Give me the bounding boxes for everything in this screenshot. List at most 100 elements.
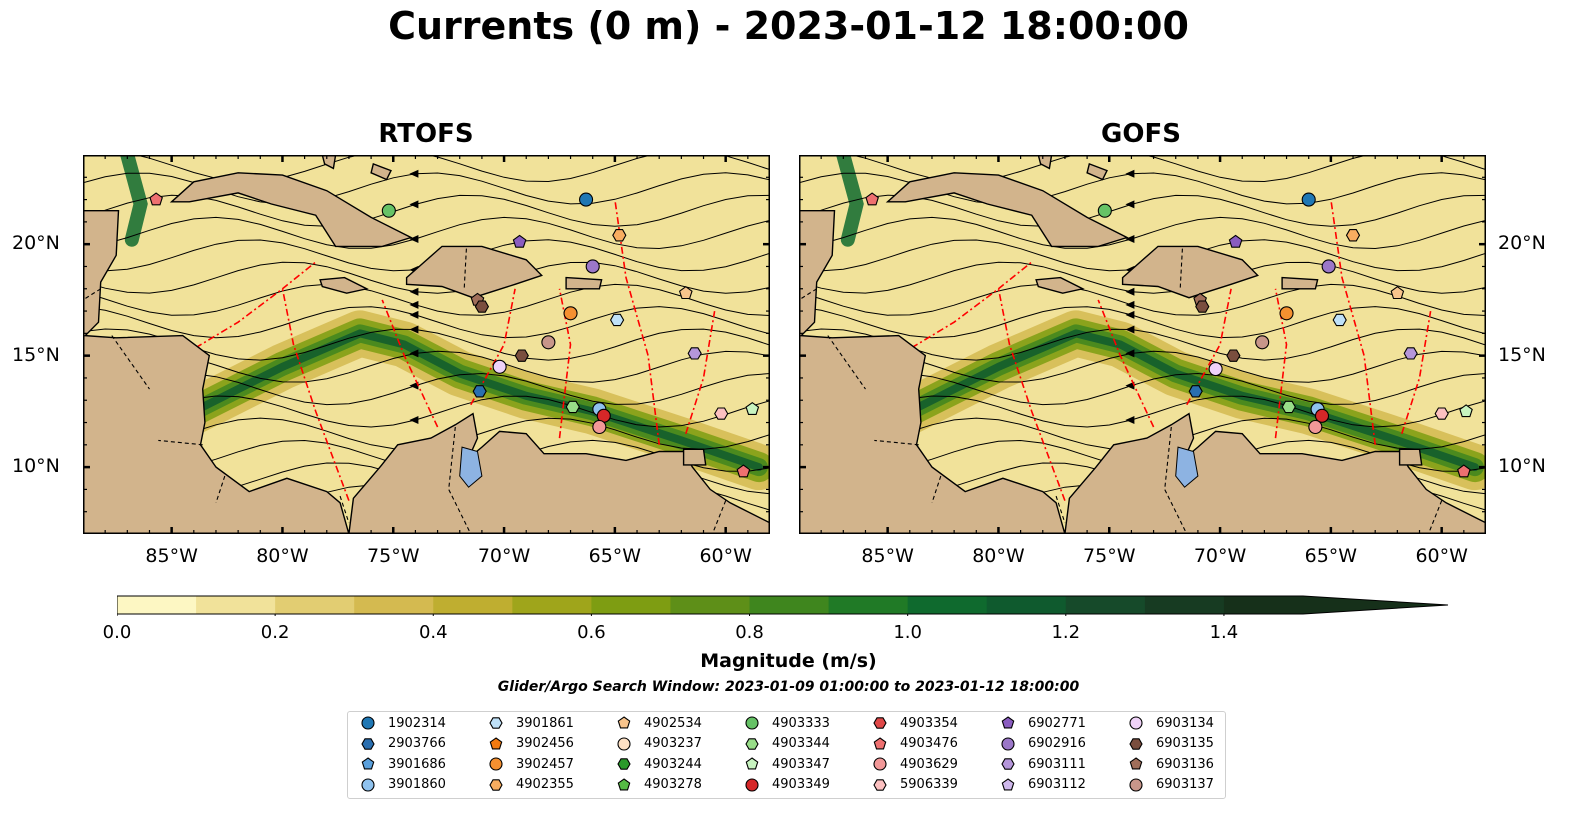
gofs-eez-boundary <box>1274 288 1288 439</box>
gofs-float-6903134 <box>1208 361 1223 377</box>
rtofs-float-6903137 <box>541 335 556 350</box>
rtofs-eez-boundary <box>182 261 317 357</box>
gofs-float-4902534 <box>1390 286 1405 300</box>
rtofs-float-4903344 <box>565 400 580 414</box>
hexagon-marker-icon <box>745 737 759 750</box>
gofs-float-2903766 <box>1188 385 1203 398</box>
gofs-land <box>1064 412 1486 534</box>
rtofs-float-3902457 <box>563 306 578 321</box>
gofs-land <box>1086 162 1108 181</box>
circle-marker-icon <box>489 757 503 771</box>
colorbar-tick-label: 0.8 <box>735 622 764 643</box>
legend-item-4903237: 4903237 <box>616 736 702 752</box>
colorbar-segment <box>117 596 197 614</box>
gofs-float-6902916 <box>1321 259 1336 274</box>
hexagon-marker-icon <box>1001 758 1015 770</box>
gofs-lon-tick-label: 85°W <box>861 545 914 567</box>
gofs-yucatan-current <box>836 155 864 247</box>
rtofs-yucatan-current <box>120 155 148 247</box>
figure-title: Currents (0 m) - 2023-01-12 18:00:00 <box>388 4 1189 48</box>
legend-label: 4903333 <box>772 715 830 731</box>
rtofs-streamline <box>83 283 770 316</box>
colorbar-segment <box>907 596 988 614</box>
legend-label: 3902457 <box>516 756 574 772</box>
legend-label: 4902534 <box>644 715 702 731</box>
gofs-float-4903333 <box>1097 203 1112 218</box>
gofs-float-4903629 <box>1308 419 1323 435</box>
legend-item-6902771: 6902771 <box>1000 715 1086 731</box>
legend-label: 6903134 <box>1156 715 1214 731</box>
gofs-country-border <box>799 288 817 301</box>
gofs-streamline <box>799 216 1486 250</box>
colorbar-segment <box>275 596 355 614</box>
legend-item-6903134: 6903134 <box>1128 715 1214 731</box>
rtofs-float-4902355 <box>612 229 627 242</box>
map-panel-gofs <box>799 155 1486 534</box>
legend-item-6903137: 6903137 <box>1128 777 1214 793</box>
float-legend: 1902314 2903766 3901686 3901860 3901861 39024… <box>347 711 1226 799</box>
rtofs-country-border <box>111 335 150 390</box>
gofs-float-1902314 <box>1301 192 1316 207</box>
gofs-lon-tick-label: 70°W <box>1193 545 1247 567</box>
colorbar-tick-label: 1.0 <box>893 622 922 643</box>
circle-marker-icon <box>1001 736 1015 751</box>
rtofs-land <box>682 448 707 466</box>
colorbar-tick-label: 0.4 <box>418 622 448 643</box>
rtofs-land <box>370 162 392 181</box>
gofs-eez-boundary <box>997 288 1066 501</box>
colorbar-segment <box>591 596 671 614</box>
rtofs-streamline <box>83 261 770 294</box>
rtofs-flow-arrow <box>409 169 419 178</box>
legend-label: 3901861 <box>516 715 574 731</box>
legend-label: 2903766 <box>388 736 446 751</box>
gofs-eez-boundary <box>1097 299 1155 428</box>
map-panel-rtofs <box>83 155 770 534</box>
legend-label: 6903112 <box>1028 777 1086 792</box>
legend-label: 3901686 <box>388 756 446 772</box>
hexagon-marker-icon <box>489 778 503 791</box>
rtofs-flow-arrow <box>409 381 419 390</box>
circle-marker-icon <box>745 716 759 730</box>
legend-item-4903354: 4903354 <box>872 715 958 731</box>
gofs-float-6902771 <box>1228 234 1243 248</box>
rtofs-country-border <box>83 288 101 301</box>
gofs-float-4903476 <box>865 192 879 206</box>
gofs-float-5906339 <box>1434 407 1449 420</box>
gofs-float-6903135 <box>1226 349 1241 362</box>
legend-item-4903344: 4903344 <box>744 736 830 752</box>
circle-marker-icon <box>1129 716 1143 730</box>
gofs-flow-arrow <box>1125 415 1135 424</box>
rtofs-land <box>83 155 350 534</box>
hexagon-marker-icon <box>617 758 631 770</box>
gofs-flow-arrow <box>1125 349 1135 358</box>
legend-item-4903333: 4903333 <box>744 715 830 731</box>
circle-marker-icon <box>617 736 631 751</box>
legend-item-6903112: 6903112 <box>1000 777 1086 793</box>
gofs-lat-tick-label: 20°N <box>1498 232 1546 255</box>
gofs-float-4903344 <box>1281 400 1296 414</box>
colorbar-segment <box>986 596 1067 614</box>
gofs-lon-tick-label: 80°W <box>972 545 1025 567</box>
rtofs-float-6902916 <box>585 259 600 274</box>
colorbar-segment <box>749 596 830 614</box>
rtofs-lon-tick-label: 85°W <box>145 545 198 567</box>
rtofs-country-border <box>158 439 203 446</box>
gofs-lat-tick-label: 10°N <box>1498 455 1546 478</box>
gofs-lon-tick-label: 65°W <box>1304 545 1358 567</box>
rtofs-frame <box>83 155 770 534</box>
gofs-float-3901861 <box>1332 313 1347 327</box>
gofs-float-6903137 <box>1255 335 1270 350</box>
rtofs-lat-tick-label: 20°N <box>12 232 60 255</box>
gofs-flow-arrow <box>1125 287 1135 296</box>
rtofs-country-border <box>215 475 226 503</box>
legend-item-6903136: 6903136 <box>1128 756 1214 772</box>
gofs-float-3902457 <box>1279 306 1294 321</box>
legend-item-4903278: 4903278 <box>616 777 702 793</box>
gofs-frame <box>799 155 1486 534</box>
colorbar-segment <box>1065 596 1146 614</box>
colorbar-segment <box>670 596 751 614</box>
legend-label: 4903347 <box>772 756 830 772</box>
rtofs-float-6903135 <box>514 349 529 362</box>
rtofs-land <box>348 412 770 534</box>
hexagon-marker-icon <box>873 717 887 729</box>
